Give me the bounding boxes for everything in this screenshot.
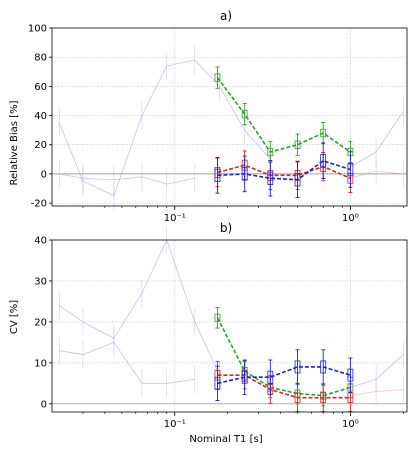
series-line xyxy=(216,77,351,153)
box xyxy=(320,128,327,138)
y-tick-label: 40 xyxy=(34,111,47,122)
series-line xyxy=(217,164,351,180)
panel-b-series xyxy=(214,307,354,412)
panel-a-faint-series xyxy=(58,45,404,211)
y-tick-label: 0 xyxy=(41,169,47,180)
x-tick-label: 10⁰ xyxy=(342,213,359,224)
series-line xyxy=(217,374,351,399)
panel-a: a) Relative Bias [%] -20 0 20 40 60 80 100 10⁻… xyxy=(9,9,408,224)
panel-b-x-ticks: 10⁻¹ 10⁰ xyxy=(82,412,404,430)
faint-series-line xyxy=(350,170,404,179)
y-tick-label: 10 xyxy=(34,358,47,369)
x-tick-label: 10⁻¹ xyxy=(164,419,186,430)
series-line xyxy=(217,159,351,181)
x-tick-label: 10⁰ xyxy=(342,419,359,430)
panel-b-faint-series xyxy=(58,226,404,410)
y-tick-label: 60 xyxy=(34,82,47,93)
panel-b-ylabel: CV [%] xyxy=(9,300,20,334)
faint-series-line xyxy=(59,341,195,384)
panel-b: b) CV [%] 0 10 20 30 40 10⁻¹ 10⁰ Nominal T1 [… xyxy=(9,221,408,445)
series-line xyxy=(216,317,351,397)
y-tick-label: 0 xyxy=(41,399,47,410)
faint-series-line xyxy=(350,389,404,397)
panel-b-xlabel: Nominal T1 [s] xyxy=(189,434,262,445)
y-tick-label: 20 xyxy=(34,317,47,328)
faint-series-line xyxy=(59,173,195,185)
faint-series-line xyxy=(58,59,271,197)
x-tick-label: 10⁻¹ xyxy=(164,213,186,224)
panel-a-series xyxy=(214,66,354,198)
y-tick-label: 100 xyxy=(28,24,47,35)
y-tick-label: 30 xyxy=(34,276,47,287)
panel-a-y-ticks: -20 0 20 40 60 80 100 xyxy=(28,24,52,210)
y-tick-label: 40 xyxy=(34,236,47,247)
panel-a-ylabel: Relative Bias [%] xyxy=(9,100,20,185)
faint-series-line xyxy=(350,354,404,388)
panel-b-frame xyxy=(51,239,408,413)
series-line xyxy=(217,366,351,385)
panel-a-x-ticks: 10⁻¹ 10⁰ xyxy=(82,206,404,224)
panel-a-frame xyxy=(51,27,408,207)
panel-a-title: a) xyxy=(220,9,232,23)
panel-b-title: b) xyxy=(220,221,232,235)
faint-series-line xyxy=(350,110,404,167)
panel-b-y-ticks: 0 10 20 30 40 xyxy=(34,236,52,410)
y-tick-label: 80 xyxy=(34,53,47,64)
box xyxy=(214,313,221,322)
y-tick-label: -20 xyxy=(31,199,47,210)
y-tick-label: 20 xyxy=(34,140,47,151)
box xyxy=(214,73,221,82)
box xyxy=(241,109,248,119)
